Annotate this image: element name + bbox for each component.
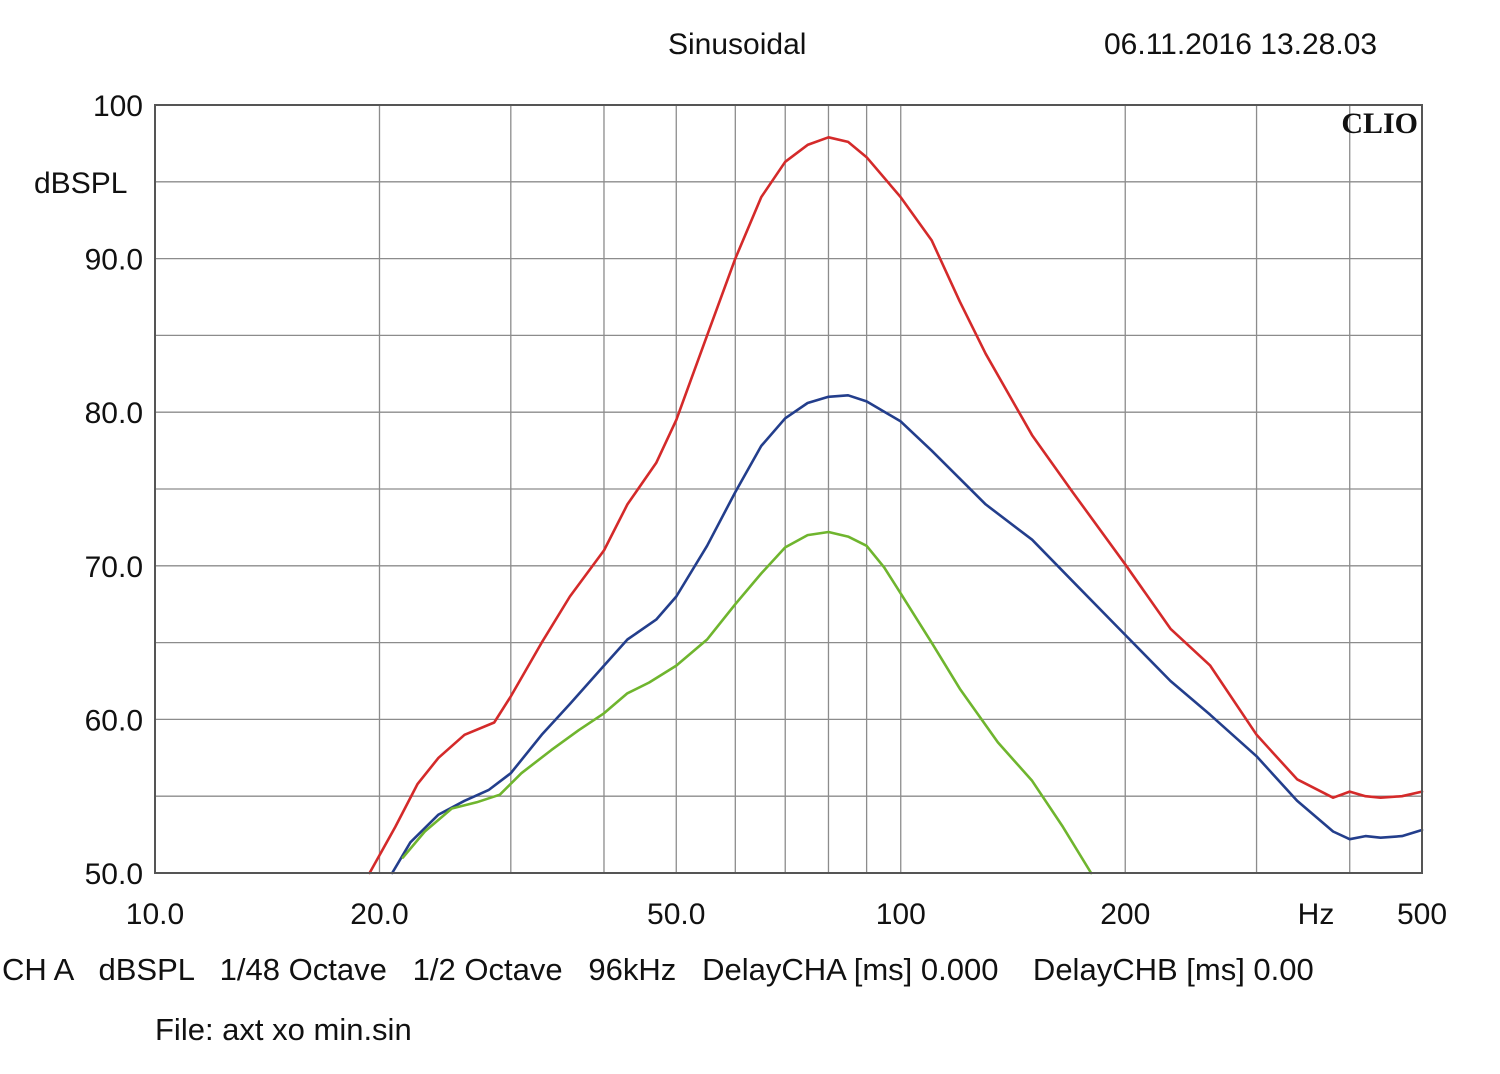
chart-grid: [155, 105, 1422, 873]
y-tick-label: 100: [93, 90, 143, 123]
x-tick-label: 50.0: [647, 898, 705, 931]
file-name: File: axt xo min.sin: [155, 1012, 412, 1047]
chart-title: Sinusoidal: [668, 28, 807, 61]
plot-frame: [154, 104, 1423, 874]
y-tick-label: 80.0: [85, 397, 143, 430]
y-tick-label: 50.0: [85, 858, 143, 891]
measurement-settings: CH A dBSPL 1/48 Octave 1/2 Octave 96kHz …: [2, 952, 1314, 987]
x-tick-label: 500: [1397, 898, 1447, 931]
y-tick-label: 60.0: [85, 704, 143, 737]
y-axis-label: dBSPL: [34, 167, 127, 200]
x-tick-label: 100: [876, 898, 926, 931]
x-tick-label: 10.0: [126, 898, 184, 931]
y-tick-label: 90.0: [85, 244, 143, 277]
chart-tick-labels: 100 90.0 80.0 70.0 60.0 50.0 10.0 20.0 50.0 100 20…: [85, 90, 1447, 931]
x-tick-label: 200: [1100, 898, 1150, 931]
y-tick-label: 70.0: [85, 551, 143, 584]
chart-series: [368, 136, 1424, 875]
x-tick-label: 20.0: [350, 898, 408, 931]
clio-logo: CLIO: [1341, 107, 1418, 140]
series-line-3: [401, 530, 1093, 875]
series-line-2: [390, 393, 1424, 875]
series-line-1: [368, 136, 1424, 875]
measurement-timestamp: 06.11.2016 13.28.03: [1104, 28, 1378, 61]
x-axis-label: Hz: [1298, 898, 1335, 931]
